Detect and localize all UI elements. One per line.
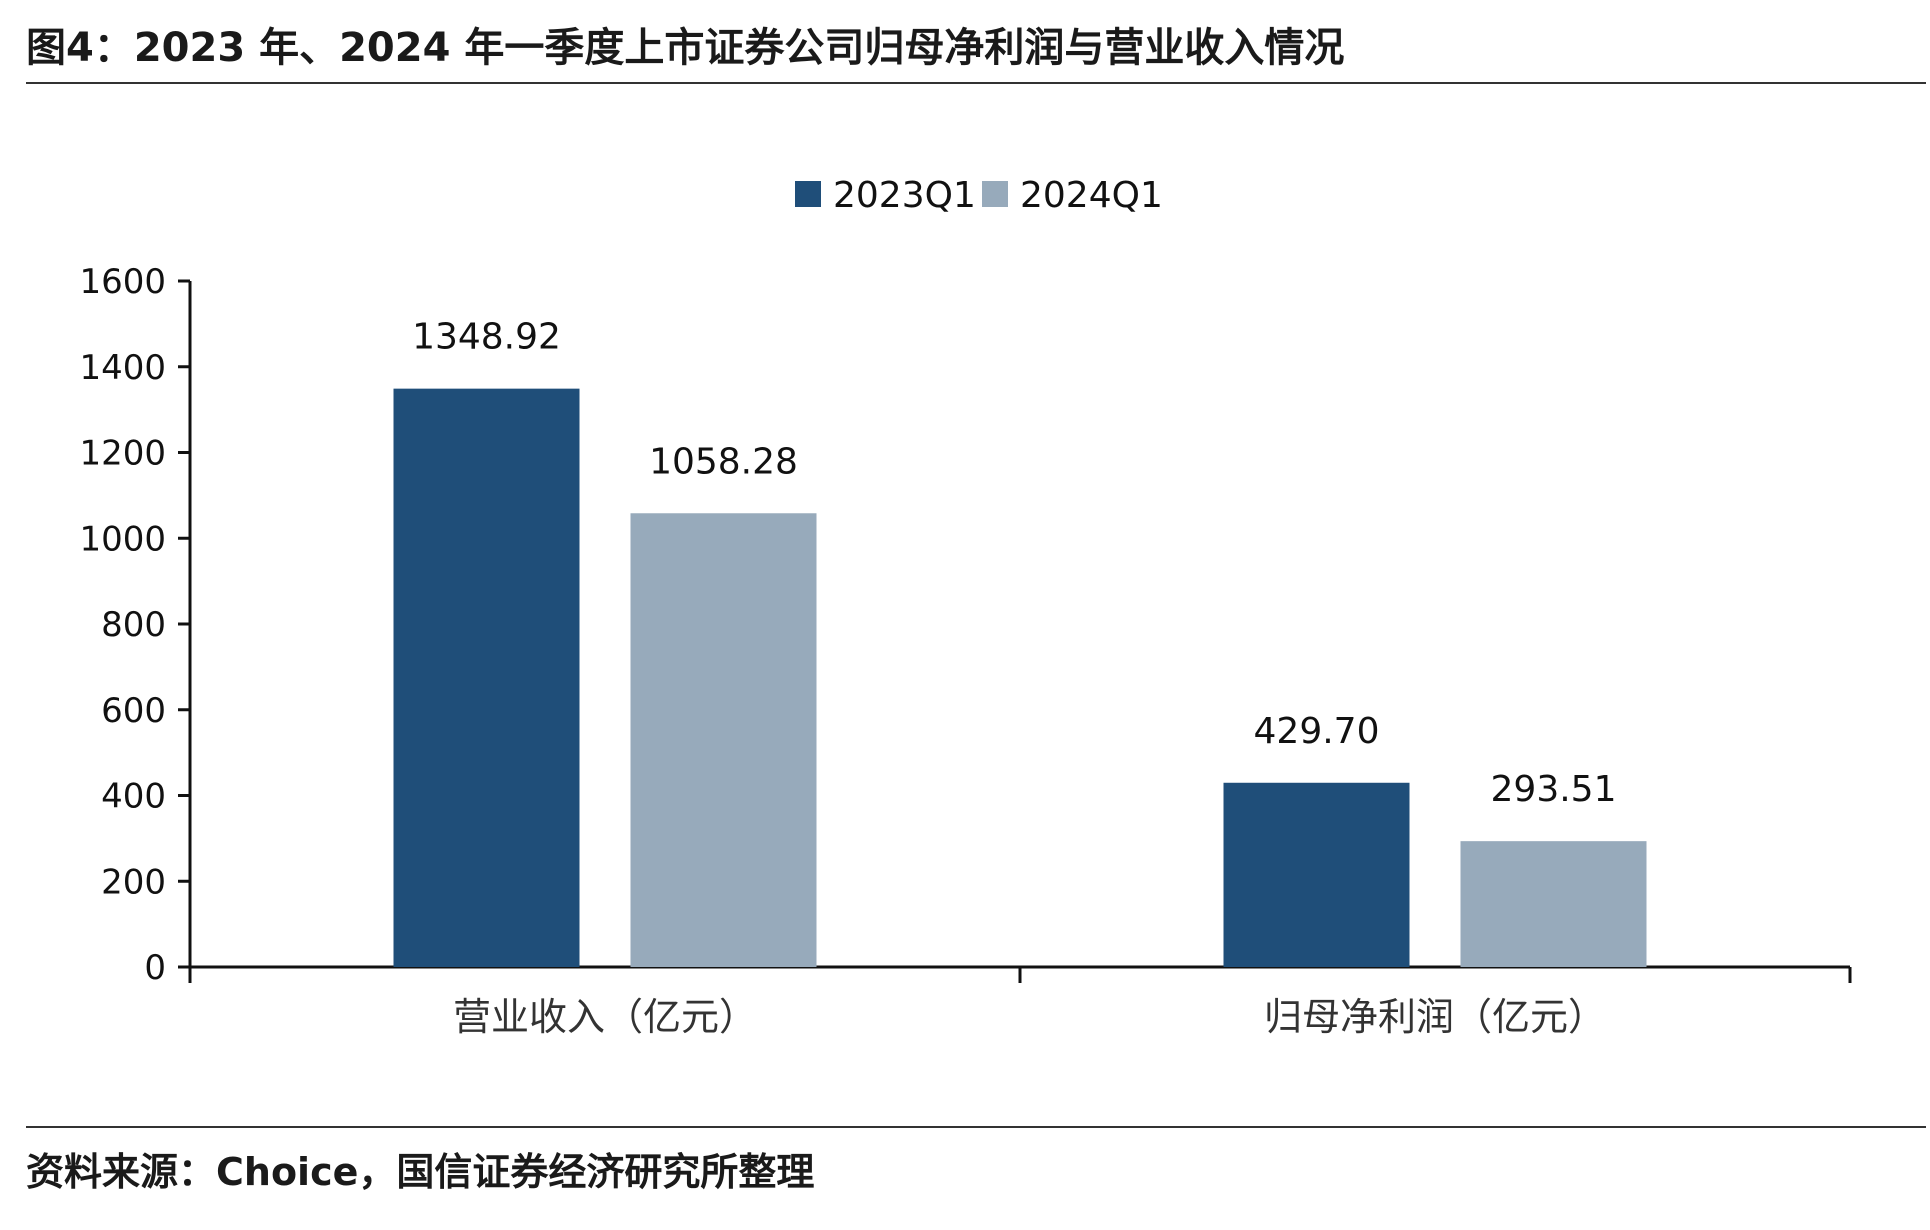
legend-swatch: [795, 181, 821, 207]
y-tick-label: 200: [101, 862, 166, 902]
bar: [393, 388, 580, 968]
y-tick-label: 1000: [79, 519, 166, 559]
y-tick-label: 1200: [79, 434, 166, 474]
x-category-label: 归母净利润（亿元）: [1264, 995, 1606, 1039]
data-label: 429.70: [1254, 711, 1380, 752]
title-divider: [26, 82, 1926, 84]
y-tick-label: 1400: [79, 348, 166, 388]
data-label: 293.51: [1491, 769, 1617, 810]
data-label: 1348.92: [412, 317, 561, 358]
bar: [1223, 782, 1410, 967]
data-label: 1058.28: [649, 441, 798, 482]
y-tick-label: 400: [101, 777, 166, 817]
x-axis: 营业收入（亿元） 归母净利润（亿元）: [188, 965, 1852, 1039]
source-note: 资料来源：Choice，国信证券经济研究所整理: [26, 1150, 815, 1194]
chart-legend: 2023Q1 2024Q1: [795, 175, 1163, 216]
y-tick-label: 800: [101, 605, 166, 645]
figure-title: 图4：2023 年、2024 年一季度上市证券公司归母净利润与营业收入情况: [26, 25, 1345, 71]
bar: [1460, 841, 1647, 967]
bar: [630, 513, 817, 967]
y-axis: 0 200 400 600 800 1000 1200 1400 1600: [79, 262, 192, 988]
bar-series: [393, 388, 1647, 968]
source-divider: [26, 1126, 1926, 1128]
legend-label: 2023Q1: [833, 175, 976, 216]
legend-label: 2024Q1: [1020, 175, 1163, 216]
y-tick-label: 0: [144, 948, 166, 988]
y-tick-label: 1600: [79, 262, 166, 302]
data-labels: 1348.92 1058.28 429.70 293.51: [412, 317, 1616, 811]
legend-swatch: [982, 181, 1008, 207]
x-category-label: 营业收入（亿元）: [453, 995, 757, 1039]
y-tick-label: 600: [101, 691, 166, 731]
